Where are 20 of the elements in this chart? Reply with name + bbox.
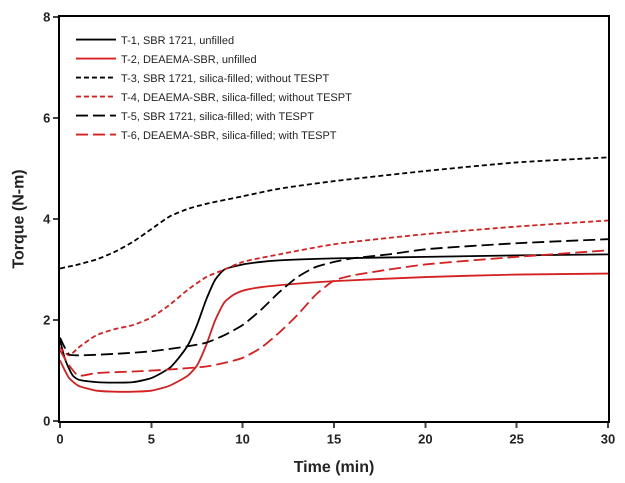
x-tick-label: 5 [148, 432, 155, 447]
x-tick-label: 20 [418, 432, 433, 447]
x-tick-label: 10 [235, 432, 250, 447]
legend-label: T-1, SBR 1721, unfilled [120, 34, 234, 47]
legend-label: T-5, SBR 1721, silica-filled; with TESPT [120, 110, 314, 123]
x-tick-label: 0 [56, 432, 64, 447]
y-tick-label: 4 [43, 212, 52, 227]
y-axis-title: Torque (N-m) [10, 169, 28, 269]
legend-label: T-4, DEAEMA-SBR, silica-filled; without TESPT [120, 92, 352, 104]
x-axis-title: Time (min) [294, 458, 374, 476]
y-tick-label: 2 [43, 312, 50, 328]
legend-label: T-6, DEAEMA-SBR, silica-filled; with TESPT [120, 130, 337, 142]
legend-label: T-3, SBR 1721, silica-filled; without TESPT [120, 72, 330, 85]
x-tick-label: 30 [600, 432, 616, 447]
x-tick-label: 15 [326, 432, 342, 447]
x-tick-label: 25 [509, 432, 524, 447]
legend-label: T-2, DEAEMA-SBR, unfilled [120, 54, 257, 66]
y-tick-label: 0 [43, 414, 50, 429]
y-tick-label: 8 [43, 10, 50, 25]
y-tick-label: 6 [43, 110, 50, 126]
